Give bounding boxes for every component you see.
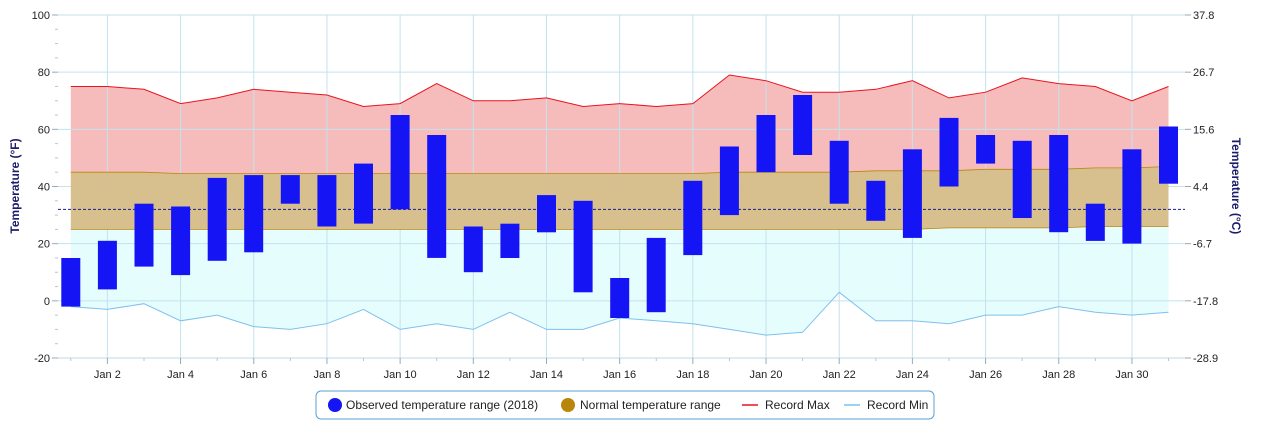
legend-marker-normal	[561, 398, 575, 412]
observed-range-bar	[134, 203, 154, 267]
observed-range-bar	[793, 95, 813, 155]
y-tick-label-left: 20	[38, 239, 50, 251]
x-tick-label: Jan 30	[1115, 369, 1148, 381]
x-tick-label: Jan 6	[240, 369, 267, 381]
observed-range-bar	[683, 180, 703, 256]
legend: Observed temperature range (2018) Normal…	[315, 390, 935, 420]
legend-item-observed[interactable]: Observed temperature range (2018)	[328, 398, 538, 412]
x-tick-label: Jan 14	[530, 369, 563, 381]
y-tick-label-left: 60	[38, 124, 50, 136]
observed-range-bar	[1122, 149, 1142, 244]
observed-range-bar	[902, 149, 922, 238]
y-tick-label-right: 37.8	[1193, 10, 1214, 22]
y-tick-label-left: 100	[32, 10, 50, 22]
y-tick-label-left: 80	[38, 67, 50, 79]
y-tick-label-left: 0	[44, 296, 50, 308]
observed-range-bar	[207, 177, 227, 261]
x-tick-label: Jan 28	[1042, 369, 1075, 381]
observed-range-bar	[171, 206, 191, 276]
observed-range-bar	[1012, 140, 1032, 218]
observed-range-bar	[317, 175, 337, 227]
legend-marker-observed	[328, 398, 342, 412]
observed-range-bar	[280, 175, 300, 204]
y-tick-label-left: -20	[34, 353, 50, 365]
legend-item-normal[interactable]: Normal temperature range	[561, 398, 721, 412]
normal-high-edge	[70, 166, 1169, 174]
observed-range-bar	[610, 278, 630, 318]
observed-range-bar	[537, 195, 556, 233]
observed-range-bar	[719, 146, 739, 216]
observed-range-bars	[61, 95, 1178, 318]
x-tick-label: Jan 2	[94, 369, 121, 381]
x-tick-label: Jan 20	[750, 369, 783, 381]
normal-range-area	[70, 166, 1169, 230]
x-tick-label: Jan 12	[457, 369, 490, 381]
area-series	[70, 166, 1169, 230]
observed-range-bar	[97, 240, 117, 290]
observed-range-bar	[573, 200, 593, 293]
legend-label-record-min: Record Min	[867, 398, 928, 412]
y-axis-title-left: Temperature (°F)	[8, 138, 22, 233]
observed-range-bar	[976, 135, 996, 164]
observed-range-bar	[756, 115, 776, 173]
x-tick-label: Jan 18	[676, 369, 709, 381]
y-tick-label-left: 40	[38, 182, 50, 194]
observed-range-bar	[829, 140, 849, 204]
observed-range-bar	[427, 135, 447, 258]
legend-label-observed: Observed temperature range (2018)	[346, 398, 538, 412]
x-tick-label: Jan 24	[896, 369, 929, 381]
y-tick-label-right: -6.7	[1193, 239, 1212, 251]
observed-range-bar	[866, 180, 886, 221]
observed-range-bar	[1159, 126, 1178, 184]
axes: -20 -28.9 0 -17.8 20 -6.7 40 4.4 60 15.6 80 26.7 100…	[32, 10, 1218, 381]
y-tick-label-right: 4.4	[1193, 182, 1208, 194]
x-tick-label: Jan 16	[603, 369, 636, 381]
observed-range-bar	[646, 237, 666, 313]
x-tick-label: Jan 10	[384, 369, 417, 381]
y-tick-label-right: 15.6	[1193, 124, 1214, 136]
legend-label-record-max: Record Max	[765, 398, 830, 412]
observed-range-bar	[1049, 135, 1069, 233]
x-tick-label: Jan 4	[167, 369, 194, 381]
x-tick-label: Jan 22	[823, 369, 856, 381]
legend-item-record-max[interactable]: Record Max	[742, 398, 830, 412]
record-max-line	[70, 74, 1169, 108]
y-tick-label-right: -28.9	[1193, 353, 1218, 365]
legend-box	[315, 390, 935, 420]
x-tick-label: Jan 8	[313, 369, 340, 381]
observed-range-bar	[939, 117, 959, 187]
observed-range-bar	[500, 223, 520, 258]
observed-range-bar	[463, 226, 483, 273]
y-axis-title-right: Temperature (°C)	[1229, 138, 1243, 235]
x-tick-label: Jan 26	[969, 369, 1002, 381]
y-tick-label-right: 26.7	[1193, 67, 1214, 79]
observed-range-bar	[354, 163, 373, 224]
y-tick-label-right: -17.8	[1193, 296, 1218, 308]
observed-range-bar	[390, 115, 410, 210]
legend-label-normal: Normal temperature range	[580, 398, 721, 412]
observed-range-bar	[1085, 203, 1105, 241]
legend-item-record-min[interactable]: Record Min	[844, 398, 928, 412]
observed-range-bar	[244, 175, 264, 253]
observed-range-bar	[61, 258, 81, 307]
